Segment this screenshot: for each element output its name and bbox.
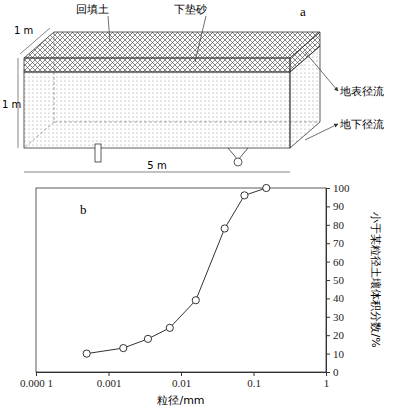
leader — [195, 16, 206, 62]
y-tick: 20 — [326, 329, 345, 341]
data-point — [144, 335, 151, 342]
x-tick-label: 0.01 — [172, 377, 191, 389]
data-point — [83, 350, 90, 357]
outlet-label: 地下径流 — [339, 118, 384, 131]
outlet-label: 地表径流 — [339, 85, 384, 98]
y-tick-label: 80 — [333, 219, 345, 231]
y-tick-label: 40 — [333, 292, 345, 304]
y-tick: 90 — [326, 200, 345, 212]
data — [83, 184, 270, 357]
x-tick-mark — [254, 372, 255, 376]
layer-label: 回填土 — [76, 3, 109, 16]
y-tick: 50 — [326, 274, 345, 286]
y-tick-mark — [326, 298, 330, 299]
y-tick-label: 70 — [333, 237, 345, 249]
panel-label: b — [80, 202, 87, 217]
x-tick-mark — [36, 372, 37, 376]
y-tick-label: 100 — [333, 182, 350, 194]
leader — [108, 16, 110, 42]
dimension-label: 1 m — [14, 25, 33, 36]
y-tick-mark — [326, 262, 330, 263]
data-point — [221, 225, 228, 232]
y-tick: 0 — [326, 366, 339, 378]
y-tick: 80 — [326, 219, 345, 231]
y-tick-mark — [326, 335, 330, 336]
x-tick-mark — [109, 372, 110, 376]
x-tick: 0.000 1 — [20, 372, 53, 389]
flow-arrow — [305, 52, 338, 91]
y-tick-label: 10 — [333, 348, 345, 360]
x-tick: 0.01 — [172, 372, 191, 389]
diagram: a 回填土 下垫砂地表径流地下径流 1 m 1 m 5 m — [2, 3, 384, 172]
data-point — [263, 184, 270, 191]
x-tick-mark — [181, 372, 182, 376]
y-tick-label: 20 — [333, 329, 345, 341]
y-axis: 0 10 20 30 40 50 60 70 80 90 100 — [326, 182, 350, 378]
flow-arrow — [305, 124, 338, 140]
chart: 0.000 1 0.001 0.01 0.1 10 10 20 30 40 50 60 70 80 90 1… — [20, 182, 382, 407]
outlet — [234, 158, 242, 166]
y-tick: 100 — [326, 182, 350, 194]
y-tick: 10 — [326, 348, 345, 360]
dimension-label: 5 m — [147, 160, 166, 171]
y-tick-mark — [326, 243, 330, 244]
y-tick: 30 — [326, 311, 345, 323]
y-tick-mark — [326, 280, 330, 281]
y-tick-mark — [326, 206, 330, 207]
x-axis-title: 粒径/mm — [157, 394, 204, 407]
x-tick-label: 0.1 — [247, 377, 261, 389]
y-tick-mark — [326, 372, 330, 373]
y-tick: 60 — [326, 256, 345, 268]
soil-layer — [24, 58, 290, 72]
y-tick-label: 0 — [333, 366, 339, 378]
y-tick-mark — [326, 188, 330, 189]
y-tick-label: 30 — [333, 311, 345, 323]
y-tick: 70 — [326, 237, 345, 249]
data-line — [87, 188, 267, 354]
y-tick: 40 — [326, 292, 345, 304]
sand-layer — [24, 72, 290, 148]
x-tick: 1 — [324, 372, 330, 389]
y-tick-label: 90 — [333, 200, 345, 212]
y-axis-line — [327, 189, 331, 373]
data-point — [120, 344, 127, 351]
y-tick-mark — [326, 225, 330, 226]
plot-frame — [36, 188, 326, 372]
outlet-pipe — [95, 144, 101, 162]
dimension-label: 1 m — [2, 99, 21, 110]
data-point — [241, 192, 248, 199]
data-point — [192, 297, 199, 304]
x-tick-label: 1 — [324, 377, 330, 389]
x-tick-label: 0.000 1 — [20, 377, 53, 389]
top-face — [24, 32, 320, 58]
y-tick-label: 60 — [333, 256, 345, 268]
side-sand — [290, 46, 320, 148]
x-tick: 0.1 — [247, 372, 261, 389]
x-axis-line — [37, 373, 327, 377]
panel-label: a — [300, 4, 306, 19]
figure: a 回填土 下垫砂地表径流地下径流 1 m 1 m 5 m 0.000 1 0.001 0.01… — [0, 0, 394, 413]
y-tick-label: 50 — [333, 274, 345, 286]
x-tick: 0.001 — [97, 372, 122, 389]
dimension-line — [24, 172, 290, 173]
y-tick-mark — [326, 354, 330, 355]
y-tick-mark — [326, 317, 330, 318]
data-point — [166, 324, 173, 331]
layer-label: 下垫砂 — [174, 3, 207, 16]
hidden-edge — [24, 32, 320, 148]
y-axis-title: 小于某粒径土壤体积分数/% — [369, 212, 382, 347]
x-axis: 0.000 1 0.001 0.01 0.1 1 — [20, 372, 329, 389]
x-tick-label: 0.001 — [97, 377, 122, 389]
